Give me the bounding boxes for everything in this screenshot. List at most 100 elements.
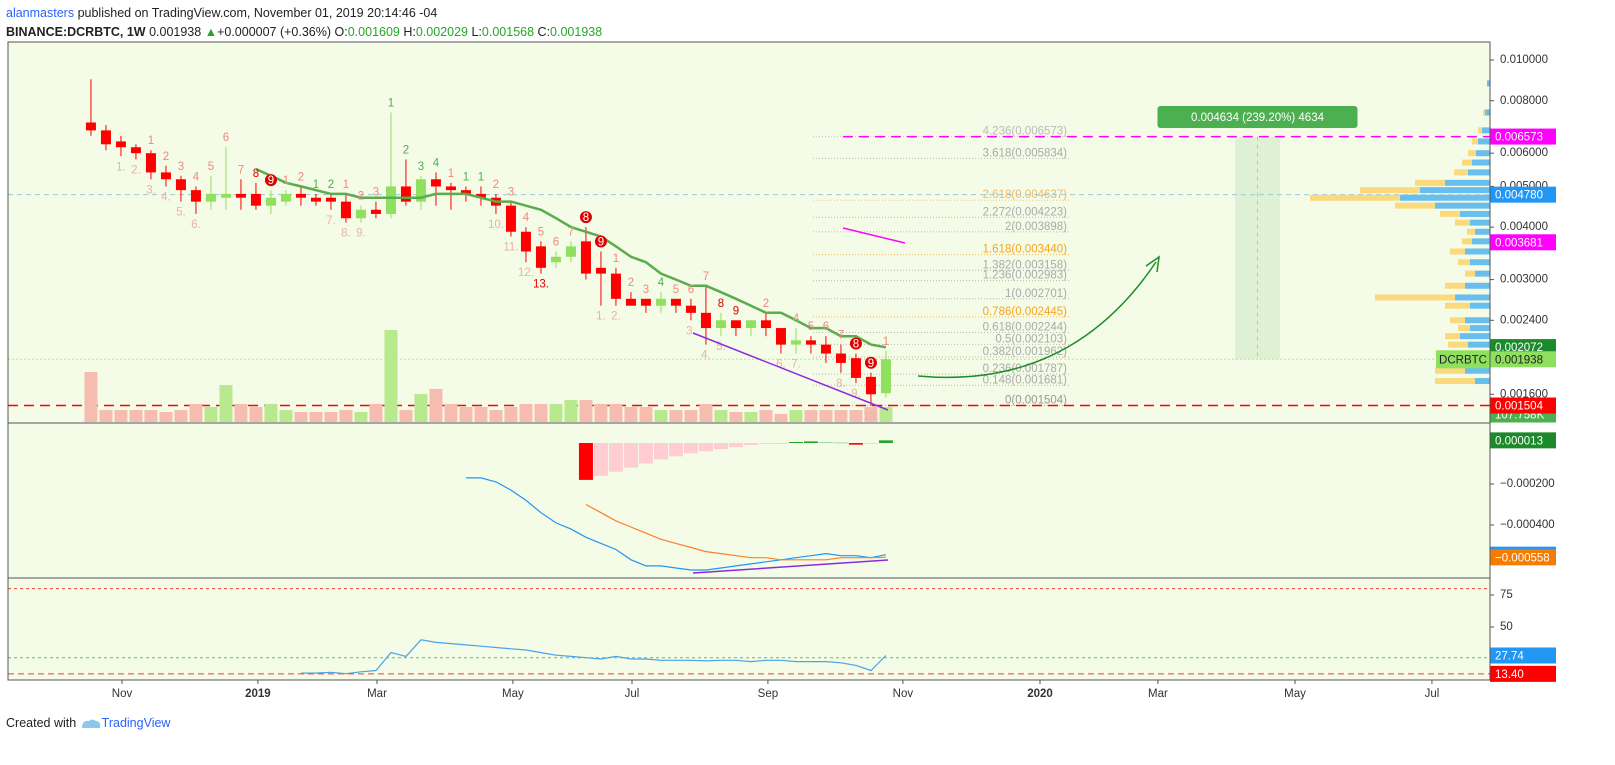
profile-down [1445,333,1460,340]
volume-bar [744,411,758,422]
profile-up [1476,150,1490,157]
volume-bar [504,406,518,422]
td-label: 1 [613,253,619,265]
td-label: 3 [508,187,514,199]
volume-bar [669,410,683,422]
fib-label: 2.272(0.004223) [983,206,1068,218]
td-label: 8 [583,212,589,224]
td-label: 2 [403,144,409,156]
td-label: 4 [433,157,440,169]
candle-body [700,312,711,329]
volume-bar [879,407,893,422]
candle-body [385,186,396,214]
volume-bar [309,411,323,422]
price-badge-label: −0.000545 [1495,550,1550,562]
profile-up [1460,333,1490,340]
volume-bar [444,403,458,422]
candle-body [655,298,666,306]
td-label: 9 [868,358,874,370]
plot-layer: 0.010000 0.008000 0.006000 0.005000 0.004000… [8,54,1556,700]
candle-body [280,193,291,202]
candle-body [865,376,876,395]
td-label: 3. [686,325,696,337]
y-tick-label: −0.000200 [1500,478,1555,490]
author[interactable]: alanmasters [6,6,75,20]
profile-up [1475,228,1490,235]
volume-bar [174,410,188,422]
created-with: Created with [6,716,77,730]
fib-label: 1.236(0.002983) [983,270,1068,282]
y-tick-label: 50 [1500,621,1513,633]
histogram-bar [668,443,683,457]
profile-up [1468,341,1490,348]
td-label: 9 [598,237,604,249]
td-label: 1 [463,171,469,183]
price-badge-label: 0.003681 [1495,237,1543,249]
histogram-bar [788,442,803,444]
candle-body [445,186,456,191]
td-label: 2. [131,164,141,176]
td-label: 3. [146,184,156,196]
brand[interactable]: TradingView [101,716,171,730]
volume-bar [789,410,803,422]
fib-label: 0.236(0.001787) [983,363,1068,375]
candle-body [880,359,891,394]
td-circle [594,235,607,248]
plot-background [8,42,1490,680]
price-badge-label: 0.001938 [1495,354,1543,366]
volume-bar [399,410,413,422]
fib-label: 1(0.002701) [1005,288,1067,300]
x-tick-label: Mar [1148,688,1168,700]
x-tick-label: Sep [758,688,778,700]
price-badge-label: 0.000013 [1495,435,1543,447]
profile-down [1483,109,1485,116]
histogram-bar [593,443,608,476]
td-label: 10. [488,219,504,231]
price-badge-label: 13.40 [1495,669,1524,681]
volume-bar [264,403,278,422]
profile-down [1467,228,1475,235]
td-label: 8 [853,339,859,351]
price-badge [1490,665,1556,682]
volume-bar [219,385,233,422]
td-label: 1 [148,135,154,147]
profile-down [1435,378,1475,385]
td-label: 2. [611,311,621,323]
profile-down [1462,159,1472,166]
candle-body [295,193,306,198]
volume-bar [624,406,638,422]
td-label: 4 [658,277,665,289]
measure-label-box [1157,106,1358,128]
profile-up [1445,179,1490,186]
price-badge-label: 0.002072 [1495,342,1543,354]
profile-down [1458,259,1470,266]
signal-line [585,503,886,561]
ohlc-key: H: [403,25,416,39]
volume-bar [384,330,398,422]
td-label: 7 [703,271,709,283]
ohlc-key: C: [537,25,551,39]
td-circle [264,174,277,187]
td-label: 4. [701,350,711,362]
profile-up [1468,169,1490,176]
measure-box [1235,136,1280,360]
histogram-bar [713,443,728,450]
td-label: 2 [163,151,169,163]
td-label: 9. [356,228,366,240]
profile-up [1472,238,1490,245]
fib-label: 0.382(0.001962) [983,346,1068,358]
td-label: 7. [326,215,336,227]
td-label: 1 [343,179,349,191]
candle-body [625,298,636,306]
candle-body [250,193,261,206]
profile-up [1455,294,1490,301]
candle-body [310,197,321,202]
profile-up [1420,187,1490,194]
y-tick-label: 0.008000 [1500,95,1548,107]
volume-bar [189,403,203,422]
td-label: 4. [161,191,171,203]
td-label: 7 [568,226,574,238]
histogram-bar [773,443,788,445]
volume-bar [759,410,773,422]
